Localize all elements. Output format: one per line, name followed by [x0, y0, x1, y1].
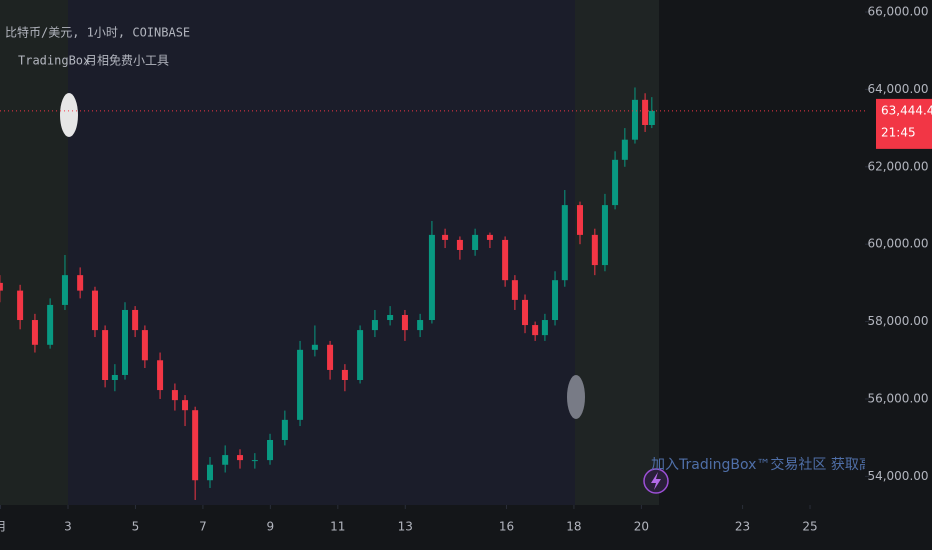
indicator-name: TradingBox [18, 54, 90, 68]
candle-body [111, 374, 118, 381]
moon-marker [567, 375, 585, 419]
candle-body [357, 330, 364, 381]
price-badge [876, 98, 932, 149]
candle-body [192, 410, 199, 481]
x-tick-label: 20 [634, 520, 649, 534]
zone [68, 0, 575, 505]
x-tick-label: 11 [330, 520, 345, 534]
y-tick-label: 66,000.00 [867, 4, 928, 18]
candle-body [532, 325, 539, 336]
time-axis [0, 505, 865, 550]
candle-body [486, 234, 493, 240]
y-tick-label: 60,000.00 [867, 237, 928, 251]
candle-body [442, 234, 449, 240]
candle-body [182, 400, 189, 411]
x-tick-label: 3 [64, 520, 72, 534]
candle-body [371, 320, 378, 331]
candle-body [297, 349, 304, 420]
candle-body [417, 320, 424, 331]
candle-body [642, 99, 649, 125]
candle-body [141, 330, 148, 361]
candle-body [132, 309, 139, 331]
x-tick-label: 23 [735, 520, 750, 534]
moon-marker [60, 93, 78, 137]
indicator-name: 月相免费小工具 [85, 53, 169, 68]
candle-body [102, 330, 109, 381]
candle-body [311, 344, 318, 350]
candle-body [648, 110, 655, 125]
x-tick-label: 13 [398, 520, 413, 534]
candle-body [591, 234, 598, 266]
x-tick-label: 18 [566, 520, 581, 534]
candle-body [456, 239, 463, 250]
candle-body [121, 309, 128, 375]
y-tick-label: 62,000.00 [867, 159, 928, 173]
candle-body [47, 304, 54, 345]
candle-body [472, 234, 479, 250]
x-tick-label: 7 [199, 520, 207, 534]
candle-body [502, 239, 509, 281]
candle-body [157, 360, 164, 391]
candle-body [267, 439, 274, 461]
candle-body [387, 314, 394, 321]
candle-body [237, 455, 244, 461]
candle-body [541, 320, 548, 336]
price-label: 63,444.47 [881, 103, 932, 117]
chart-title: 比特币/美元, 1小时, COINBASE [5, 25, 190, 40]
x-tick-label: 9 [267, 520, 275, 534]
candle-body [17, 290, 24, 321]
candle-body [576, 205, 583, 235]
y-tick-label: 64,000.00 [867, 82, 928, 96]
price-axis [865, 0, 932, 550]
candle-body [251, 460, 258, 462]
candle-body [631, 99, 638, 140]
candle-body [61, 275, 68, 305]
x-tick-label: 月 [0, 520, 7, 534]
candle-body [428, 234, 435, 321]
x-tick-label: 25 [802, 520, 817, 534]
candle-body [77, 275, 84, 291]
y-tick-label: 56,000.00 [867, 391, 928, 405]
zone [0, 0, 68, 505]
candle-body [341, 369, 348, 381]
countdown: 21:45 [881, 125, 916, 139]
icon [651, 472, 661, 490]
candle-body [522, 299, 529, 326]
candle-body [612, 159, 619, 206]
candle-body [206, 464, 213, 481]
y-tick-label: 54,000.00 [867, 469, 928, 483]
candle-body [552, 280, 559, 321]
candle-body [31, 320, 38, 345]
plot [0, 87, 655, 500]
zone [575, 0, 659, 505]
candle-body [401, 314, 408, 331]
candle-body [91, 290, 98, 331]
candle-body [171, 390, 178, 401]
candle-body [561, 205, 568, 281]
candle-body [327, 344, 334, 370]
y-tick-label: 58,000.00 [867, 314, 928, 328]
candle-body [601, 205, 608, 266]
candle-body [281, 419, 288, 440]
x-tick-label: 5 [132, 520, 140, 534]
candle-body [222, 455, 229, 465]
candle-body [0, 282, 3, 291]
x-tick-label: 16 [499, 520, 514, 534]
candle-body [621, 139, 628, 160]
candle-body [511, 280, 518, 300]
watermark: 加入TradingBox™交易社区 获取高级AI信号系统 [651, 456, 932, 473]
